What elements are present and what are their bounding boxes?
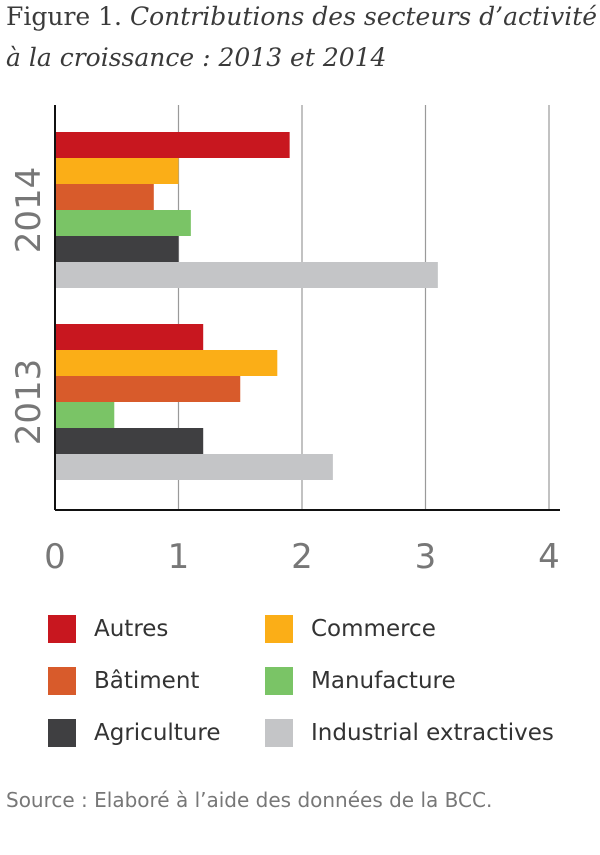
legend-label: Agriculture	[94, 720, 221, 746]
figure-label: Figure 1.	[6, 2, 122, 31]
x-tick-label: 0	[44, 537, 66, 577]
bar-2014-commerce	[55, 158, 179, 184]
bar-2013-industrial-extractives	[55, 454, 333, 480]
legend-item: Commerce	[265, 614, 436, 644]
chart-title-line-1: Figure 1. Contributions des secteurs d’a…	[6, 2, 597, 31]
bar-2014-b-timent	[55, 184, 154, 210]
legend-label: Manufacture	[311, 668, 456, 694]
x-tick-label: 3	[415, 537, 437, 577]
bar-2014-manufacture	[55, 210, 191, 236]
bar-2014-agriculture	[55, 236, 179, 262]
bar-2013-b-timent	[55, 376, 241, 402]
legend-label: Commerce	[311, 616, 436, 642]
bar-2013-agriculture	[55, 428, 204, 454]
source-note: Source : Elaboré à l’aide des données de…	[6, 788, 493, 812]
chart-subtitle: à la croissance : 2013 et 2014	[6, 43, 387, 72]
legend-swatch	[48, 615, 76, 643]
legend-label: Industrial extractives	[311, 720, 554, 746]
x-tick-label: 2	[291, 537, 313, 577]
legend-swatch	[265, 667, 293, 695]
legend-swatch	[48, 667, 76, 695]
x-tick-label: 4	[538, 537, 560, 577]
bar-2014-industrial-extractives	[55, 262, 438, 288]
group-label-2014: 2014	[9, 167, 49, 254]
legend-swatch	[265, 615, 293, 643]
bar-2013-autres	[55, 324, 204, 350]
chart-title-line-2: à la croissance : 2013 et 2014	[6, 43, 386, 72]
legend-item: Autres	[48, 614, 168, 644]
legend-item: Agriculture	[48, 718, 221, 748]
legend-label: Bâtiment	[94, 668, 200, 694]
bar-2013-manufacture	[55, 402, 115, 428]
x-tick-label: 1	[168, 537, 190, 577]
chart-title: Contributions des secteurs d’activité	[129, 2, 598, 31]
legend-item: Industrial extractives	[265, 718, 554, 748]
legend-label: Autres	[94, 616, 169, 642]
bar-chart: 2014 2013 0 1 2 3 4	[9, 105, 560, 577]
group-label-2013: 2013	[9, 359, 49, 446]
legend-swatch	[48, 719, 76, 747]
bar-2014-autres	[55, 132, 290, 158]
legend-item: Manufacture	[265, 666, 456, 696]
legend-item: Bâtiment	[48, 666, 199, 696]
chart-legend: Autres Commerce Bâtiment Manufacture Agricul…	[0, 610, 600, 760]
legend-swatch	[265, 719, 293, 747]
bar-2013-commerce	[55, 350, 278, 376]
